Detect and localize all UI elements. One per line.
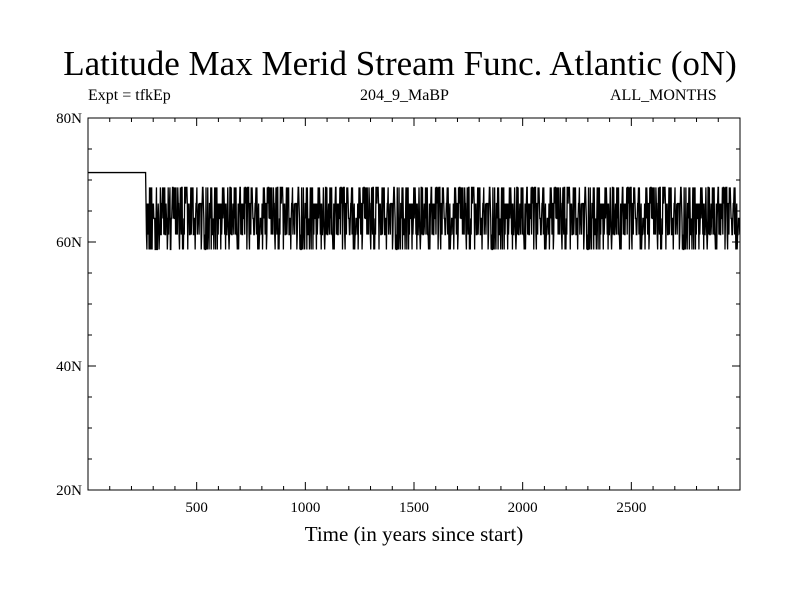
y-tick-labels: 20N 40N 60N 80N <box>56 111 82 499</box>
x-tick-label: 2500 <box>616 500 646 516</box>
x-tick-label: 1000 <box>290 500 320 516</box>
x-axis-label: Time (in years since start) <box>304 522 524 546</box>
chart-title: Latitude Max Merid Stream Func. Atlantic… <box>63 44 737 83</box>
x-tick-label: 500 <box>185 500 208 516</box>
y-tick-label: 60N <box>56 235 82 251</box>
axis-ticks <box>88 118 740 490</box>
run-label: 204_9_MaBP <box>360 87 449 104</box>
series-group <box>88 171 741 251</box>
experiment-label: Expt = tfkEp <box>88 87 171 104</box>
plot-frame <box>87 117 741 491</box>
x-tick-label: 1500 <box>399 500 429 516</box>
y-tick-label: 40N <box>56 359 82 375</box>
y-tick-label: 20N <box>56 483 82 499</box>
x-tick-labels: 500 1000 1500 2000 2500 <box>185 500 646 516</box>
y-tick-label: 80N <box>56 111 82 127</box>
series-line <box>88 171 741 251</box>
months-label: ALL_MONTHS <box>610 87 717 104</box>
x-tick-label: 2000 <box>508 500 538 516</box>
